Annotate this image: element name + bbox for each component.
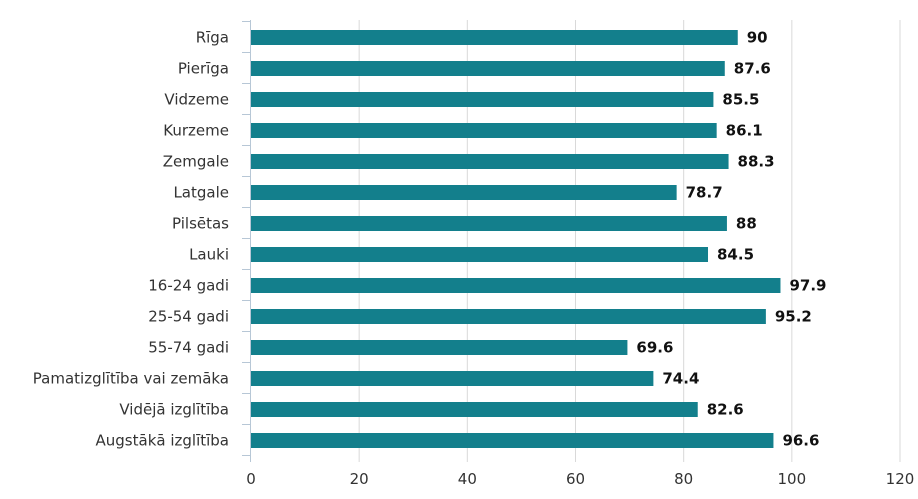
bar-9 (251, 278, 781, 293)
value-label: 84.5 (717, 246, 754, 264)
value-label: 88 (736, 215, 757, 233)
bar-10 (251, 309, 766, 324)
category-label: 55-74 gadi (148, 339, 229, 357)
bar-2 (251, 61, 725, 76)
x-tick-label: 60 (566, 470, 585, 488)
category-label: Latgale (173, 184, 229, 202)
bar-5 (251, 154, 729, 169)
category-label: 16-24 gadi (148, 277, 229, 295)
bars (251, 30, 781, 448)
x-tick-label: 100 (778, 470, 807, 488)
value-label: 69.6 (636, 339, 673, 357)
value-label: 96.6 (782, 432, 819, 450)
category-label: Pierīga (178, 60, 229, 78)
bar-4 (251, 123, 717, 138)
bar-13 (251, 402, 698, 417)
labels: 0 20 40 60 80 100 120 Rīga 90 Pierīga 87.6 Vidzeme 8… (33, 29, 915, 489)
value-label: 97.9 (789, 277, 826, 295)
bar-6 (251, 185, 677, 200)
value-label: 85.5 (722, 91, 759, 109)
value-label: 87.6 (734, 60, 771, 78)
bar-12 (251, 371, 654, 386)
bar-7 (251, 216, 727, 231)
category-label: Augstākā izglītība (96, 432, 229, 450)
value-label: 82.6 (707, 401, 744, 419)
category-label: Pilsētas (172, 215, 229, 233)
value-label: 88.3 (738, 153, 775, 171)
bar-1 (251, 30, 738, 45)
value-label: 95.2 (775, 308, 812, 326)
bar-8 (251, 247, 709, 262)
value-label: 86.1 (726, 122, 763, 140)
category-label: Zemgale (163, 153, 229, 171)
axes (242, 20, 251, 462)
x-tick-label: 0 (246, 470, 256, 488)
bar-11 (251, 340, 628, 355)
category-label: Rīga (196, 29, 229, 47)
category-label: Pamatizglītība vai zemāka (33, 370, 229, 388)
category-label: 25-54 gadi (148, 308, 229, 326)
x-tick-label: 40 (458, 470, 477, 488)
x-tick-label: 120 (886, 470, 915, 488)
x-tick-label: 20 (350, 470, 369, 488)
category-label: Vidzeme (164, 91, 229, 109)
category-label: Lauki (189, 246, 229, 264)
grid-lines (358, 20, 901, 462)
category-label: Kurzeme (163, 122, 229, 140)
x-tick-label: 80 (674, 470, 693, 488)
category-label: Vidējā izglītība (119, 401, 229, 419)
bar-14 (251, 433, 774, 448)
value-label: 78.7 (686, 184, 723, 202)
value-label: 90 (747, 29, 768, 47)
value-label: 74.4 (662, 370, 699, 388)
bar-3 (251, 92, 714, 107)
